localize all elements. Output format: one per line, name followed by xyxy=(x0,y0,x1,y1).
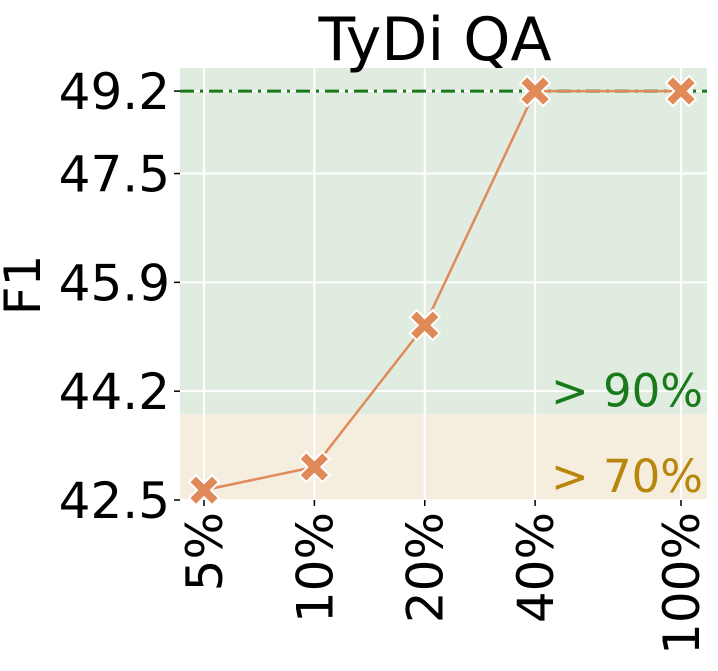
x-tick-label-1: 10% xyxy=(286,512,344,623)
data-point-1 xyxy=(297,450,331,484)
y-axis-label: F1 xyxy=(0,255,52,316)
y-tick-label-3: 47.5 xyxy=(59,146,170,204)
y-axis-ticks: 42.5 44.2 45.9 47.5 49.2 xyxy=(59,63,180,530)
x-tick-label-2: 20% xyxy=(397,512,455,623)
region-band-1 xyxy=(180,414,707,500)
region-band-0 xyxy=(180,68,707,415)
y-tick-label-0: 42.5 xyxy=(59,472,170,530)
y-tick-label-1: 44.2 xyxy=(59,363,170,421)
series-markers xyxy=(187,74,698,507)
region-labels: > 90% > 70% xyxy=(551,364,703,503)
region-label-1: > 70% xyxy=(551,450,703,503)
x-tick-label-4: 100% xyxy=(653,512,711,655)
data-point-2 xyxy=(408,308,442,342)
data-point-0 xyxy=(187,473,221,507)
x-axis-ticks: 5% 10% 20% 40% 100% xyxy=(176,500,711,655)
plot-background xyxy=(180,68,707,500)
y-tick-label-4: 49.2 xyxy=(59,63,170,121)
region-label-0: > 90% xyxy=(551,364,703,417)
data-point-3 xyxy=(518,74,552,108)
x-tick-label-0: 5% xyxy=(176,512,234,591)
chart-title: TyDi QA xyxy=(317,5,551,75)
x-tick-label-3: 40% xyxy=(507,512,565,623)
data-point-4 xyxy=(664,74,698,108)
y-tick-label-2: 45.9 xyxy=(59,254,170,312)
